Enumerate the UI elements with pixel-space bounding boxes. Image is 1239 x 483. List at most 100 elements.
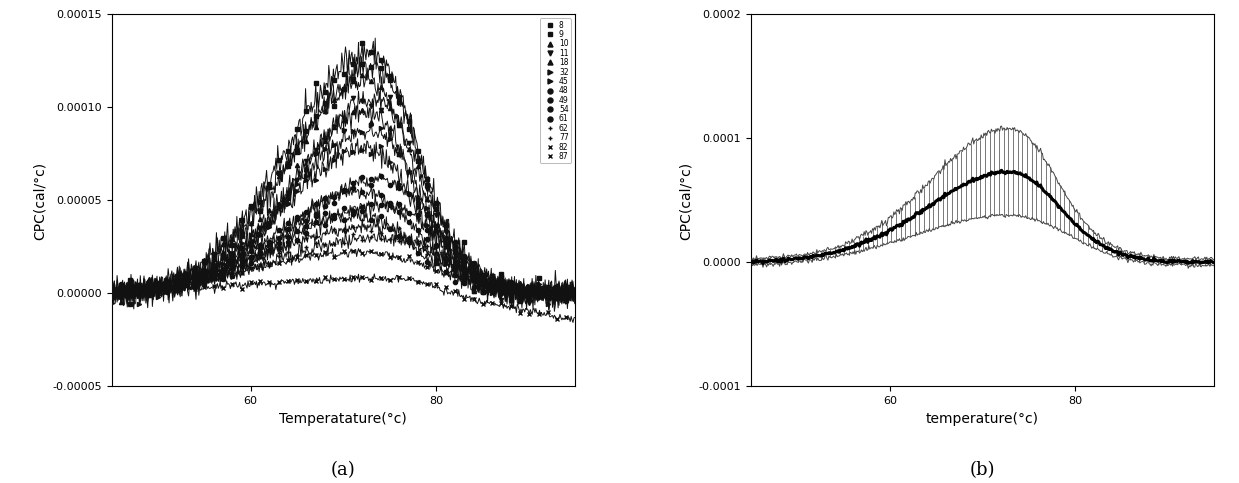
11	[216, 267, 230, 272]
32	[123, 287, 138, 293]
77	[234, 270, 249, 276]
18	[224, 253, 239, 258]
11	[392, 122, 406, 128]
45	[559, 292, 574, 298]
32	[364, 122, 379, 128]
32	[373, 126, 388, 131]
87	[317, 274, 332, 280]
10	[178, 276, 193, 282]
77	[187, 277, 202, 283]
45	[104, 300, 119, 306]
18	[457, 276, 472, 282]
87	[484, 300, 499, 306]
61	[253, 244, 268, 250]
82	[197, 278, 212, 284]
61	[476, 289, 491, 295]
18	[169, 278, 183, 284]
32	[141, 290, 156, 296]
82	[447, 271, 462, 277]
62	[253, 254, 268, 259]
45	[532, 281, 546, 287]
49	[327, 200, 342, 206]
11	[439, 229, 453, 235]
10	[104, 282, 119, 287]
49	[550, 295, 565, 300]
62	[123, 289, 138, 295]
61	[494, 288, 509, 294]
49	[439, 257, 453, 263]
82	[476, 278, 491, 284]
61	[513, 292, 528, 298]
11	[280, 190, 295, 196]
62	[327, 227, 342, 232]
10	[401, 146, 416, 152]
62	[476, 276, 491, 282]
18	[392, 151, 406, 156]
8	[392, 94, 406, 99]
49	[123, 280, 138, 286]
9	[410, 158, 425, 164]
45	[169, 287, 183, 293]
54	[141, 291, 156, 297]
61	[160, 282, 175, 288]
82	[261, 261, 276, 267]
18	[317, 138, 332, 144]
48	[123, 287, 138, 293]
54	[354, 204, 369, 210]
61	[197, 267, 212, 272]
45	[280, 201, 295, 207]
18	[150, 283, 165, 288]
18	[494, 282, 509, 288]
87	[401, 275, 416, 281]
8	[429, 200, 444, 206]
87	[354, 274, 369, 280]
87	[466, 296, 481, 302]
11	[457, 254, 472, 260]
8	[187, 265, 202, 271]
32	[559, 282, 574, 288]
48	[354, 174, 369, 180]
87	[494, 300, 509, 306]
77	[327, 241, 342, 247]
87	[160, 289, 175, 295]
10	[429, 226, 444, 232]
Line: 9: 9	[109, 62, 569, 306]
10	[234, 228, 249, 234]
45	[457, 262, 472, 268]
87	[532, 312, 546, 317]
45	[401, 190, 416, 196]
8	[447, 244, 462, 250]
82	[540, 291, 555, 297]
32	[550, 289, 565, 295]
87	[476, 301, 491, 307]
9	[253, 208, 268, 214]
77	[131, 293, 146, 299]
82	[410, 259, 425, 265]
48	[150, 289, 165, 295]
18	[197, 271, 212, 277]
49	[364, 182, 379, 188]
82	[187, 278, 202, 284]
61	[364, 217, 379, 223]
62	[309, 234, 323, 240]
32	[187, 267, 202, 273]
10	[383, 105, 398, 111]
77	[373, 236, 388, 242]
Y-axis label: CPC(cal/°c): CPC(cal/°c)	[679, 161, 693, 240]
10	[206, 256, 221, 262]
Line: 77: 77	[109, 232, 569, 298]
48	[476, 271, 491, 277]
32	[494, 291, 509, 297]
8	[309, 80, 323, 86]
45	[540, 291, 555, 297]
9	[373, 65, 388, 71]
10	[466, 272, 481, 278]
11	[447, 252, 462, 257]
87	[503, 303, 518, 309]
18	[346, 109, 361, 114]
87	[392, 274, 406, 280]
48	[243, 255, 258, 260]
45	[420, 222, 435, 228]
32	[484, 287, 499, 293]
77	[532, 289, 546, 295]
